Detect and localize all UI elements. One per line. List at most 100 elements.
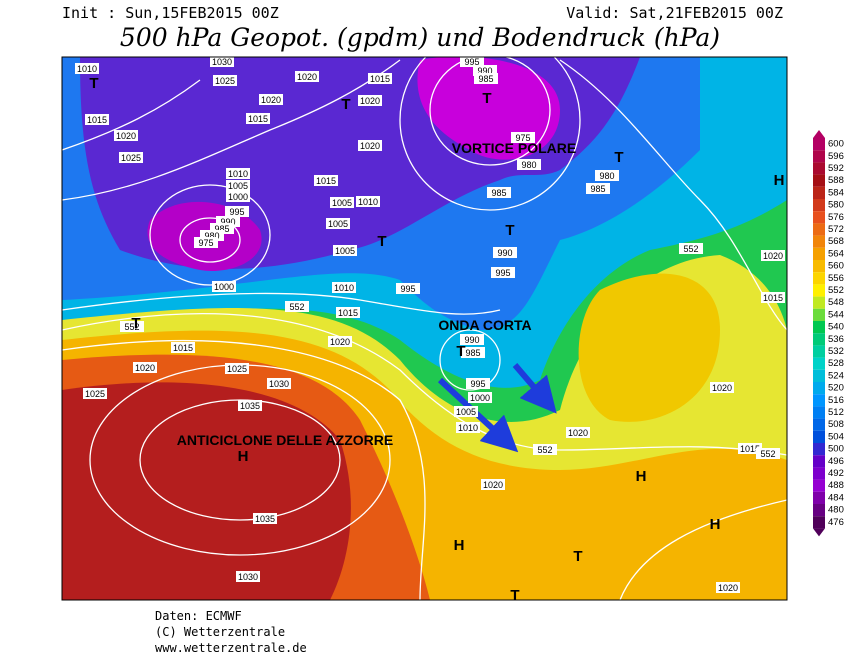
contour-label: 1005	[330, 197, 354, 208]
pressure-center: T	[505, 222, 514, 239]
contour-label: 1020	[295, 71, 319, 82]
pressure-center: T	[573, 548, 582, 565]
contour-label: 1015	[336, 307, 360, 318]
contour-label: 980	[517, 159, 541, 170]
contour-label-text: 1030	[269, 379, 289, 389]
label-box	[267, 378, 291, 389]
pressure-center: T	[614, 149, 623, 166]
pressure-center: T	[510, 587, 519, 604]
label-box	[511, 132, 535, 143]
colorbar-cell	[813, 211, 825, 224]
contour-label-text: 1000	[228, 192, 248, 202]
colorbar-cell	[813, 138, 825, 151]
label-box	[466, 378, 490, 389]
arrow	[512, 363, 557, 414]
field-yellow-east	[578, 273, 720, 422]
colorbar-cell	[813, 406, 825, 419]
label-box	[396, 283, 420, 294]
colorbar-cell	[813, 418, 825, 431]
contour-label: 1035	[238, 400, 262, 411]
label-box	[761, 250, 785, 261]
colorbar-tick-label: 548	[828, 297, 844, 308]
contour-label-text: 1020	[763, 251, 783, 261]
map-area: 1010 1030 1025 1020 1015 1020 1020 1015 1015 1020…	[62, 57, 787, 604]
contour-label-text: 1005	[332, 198, 352, 208]
contour-label: 1005	[326, 218, 350, 229]
footer-line: Daten: ECMWF	[155, 609, 242, 623]
contour-label-text: 1015	[248, 114, 268, 124]
colorbar-cell	[813, 345, 825, 358]
field-darkred	[62, 382, 351, 600]
contour-label: 1010	[456, 422, 480, 433]
colorbar-cell	[813, 369, 825, 382]
contour-label-text: 1020	[135, 363, 155, 373]
contour-label: 1010	[356, 196, 380, 207]
contour-label: 985	[586, 183, 610, 194]
colorbar-tick-label: 492	[828, 468, 844, 479]
colorbar-tick-label: 540	[828, 322, 844, 333]
contour-label: 1020	[114, 130, 138, 141]
label-box	[566, 427, 590, 438]
contour-label: 1005	[333, 245, 357, 256]
colorbar-tick-label: 524	[828, 370, 844, 381]
contour-label: 1015	[85, 114, 109, 125]
contour-label-text: 995	[229, 207, 244, 217]
contour-label-text: 1010	[358, 197, 378, 207]
colorbar-tick-label: 592	[828, 163, 844, 174]
contour-label-text: 1010	[228, 169, 248, 179]
colorbar-cell	[813, 443, 825, 456]
contour-label: 1020	[566, 427, 590, 438]
label-box	[171, 342, 195, 353]
contour-label-text: 985	[478, 74, 493, 84]
contour-label-text: 1035	[240, 401, 260, 411]
colorbar-tick-label: 588	[828, 175, 844, 186]
label-box	[356, 196, 380, 207]
contour-label-text: 1025	[121, 153, 141, 163]
label-box	[491, 267, 515, 278]
contour-label: 1015	[368, 73, 392, 84]
label-box	[332, 282, 356, 293]
colorbar-tick-label: 496	[828, 456, 844, 467]
contour-label-text: 552	[289, 302, 304, 312]
contour-label-text: 1015	[763, 293, 783, 303]
contour-label-text: 1025	[85, 389, 105, 399]
contour-label-text: 1015	[370, 74, 390, 84]
colorbar-tick-label: 596	[828, 151, 844, 162]
colorbar-tick-label: 576	[828, 212, 844, 223]
colorbar-tick-label: 480	[828, 505, 844, 516]
annotation: VORTICE POLARE	[452, 140, 576, 156]
colorbar-cell	[813, 272, 825, 285]
contour-label-text: 1005	[456, 407, 476, 417]
pressure-center: T	[131, 315, 140, 332]
contour-label: 990	[473, 65, 497, 76]
pressure-center: T	[377, 233, 386, 250]
contour-label-text: 1020	[261, 95, 281, 105]
contour-label: 990	[460, 334, 484, 345]
label-box	[83, 388, 107, 399]
colorbar-tick-label: 580	[828, 200, 844, 211]
map-labels: 1010 1030 1025 1020 1015 1020 1020 1015 1015 1020…	[75, 57, 785, 604]
annotation: ONDA CORTA	[438, 317, 531, 333]
contour-label: 1030	[267, 378, 291, 389]
label-box	[456, 422, 480, 433]
contour-label-text: 1020	[330, 337, 350, 347]
contour-label-text: 995	[464, 57, 479, 67]
label-box	[330, 197, 354, 208]
contour-label-text: 1020	[360, 96, 380, 106]
label-box	[226, 180, 250, 191]
label-box	[461, 347, 485, 358]
contour-label-text: 990	[220, 217, 235, 227]
contour-label-text: 985	[590, 184, 605, 194]
colorbar-cell	[813, 260, 825, 273]
colorbar-cell	[813, 504, 825, 517]
colorbar: 6005965925885845805765725685645605565525…	[813, 130, 844, 537]
contour-label: 1020	[761, 250, 785, 261]
label-box	[259, 94, 283, 105]
label-box	[679, 243, 703, 254]
contour-label-text: 1020	[718, 583, 738, 593]
label-box	[481, 479, 505, 490]
colorbar-tick-label: 504	[828, 431, 844, 442]
contour-label-text: 975	[515, 133, 530, 143]
contour-label: 552	[285, 301, 309, 312]
